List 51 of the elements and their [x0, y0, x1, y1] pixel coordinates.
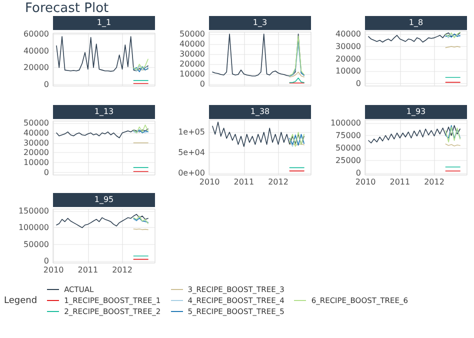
y-tick-label: 0 [44, 168, 49, 177]
y-tick-label: 20000 [24, 148, 49, 157]
y-tick-label: 100000 [330, 118, 361, 127]
y-tick-label: 50000 [180, 30, 205, 38]
y-tick-label: 0 [356, 79, 361, 88]
y-tick-label: 50000 [24, 118, 49, 127]
y-tick-label: 10000 [24, 158, 49, 167]
y-tick-label: 50000 [24, 240, 49, 249]
y-tick-label: 25000 [336, 156, 361, 164]
text: Forecast Plot [25, 1, 109, 16]
legend-title: Legend [4, 296, 38, 306]
y-tick-label: 20000 [180, 60, 205, 68]
y-tick-label: 50000 [336, 143, 361, 152]
chart-title: 1_93 [365, 104, 467, 118]
x-tick-label: 2010 [355, 177, 376, 186]
y-tick-label: 10000 [336, 66, 361, 76]
chart-title: 1_13 [53, 104, 155, 118]
chart-title: 1_95 [53, 193, 155, 207]
chart-title: 1_1 [53, 16, 155, 30]
x-tick-label: 2011 [78, 266, 98, 274]
y-tick-label: 40000 [180, 40, 205, 48]
y-tick-label: 1e+05 [178, 127, 205, 136]
y-tick-label: 0e+00 [178, 168, 205, 177]
y-tick-label: 40000 [336, 30, 361, 39]
x-tick-label: 2010 [43, 266, 64, 274]
y-tick-label: 0 [200, 80, 205, 88]
chart-title: 1_3 [209, 16, 311, 30]
x-tick-label: 2011 [234, 177, 254, 186]
x-tick-label: 2010 [199, 177, 220, 186]
y-tick-label: 60000 [24, 30, 49, 38]
chart-title: 1_38 [209, 104, 311, 118]
y-tick-label: 30000 [336, 42, 361, 51]
y-tick-label: 0 [44, 80, 49, 89]
y-tick-label: 20000 [336, 54, 361, 64]
y-tick-label: 150000 [18, 206, 49, 216]
y-tick-label: 40000 [24, 46, 49, 56]
y-tick-label: 30000 [24, 138, 49, 147]
y-tick-label: 75000 [336, 130, 361, 140]
y-tick-label: 0 [356, 168, 361, 177]
y-tick-label: 100000 [18, 223, 49, 232]
x-tick-label: 2012 [424, 177, 444, 186]
chart-title: 1_8 [365, 16, 467, 30]
x-tick-label: 2012 [268, 177, 288, 186]
y-tick-label: 0 [44, 256, 49, 266]
y-tick-label: 10000 [180, 70, 205, 78]
y-tick-label: 30000 [180, 50, 205, 58]
x-tick-label: 2012 [112, 266, 132, 274]
y-tick-label: 5e+04 [178, 148, 205, 157]
x-tick-label: 2011 [390, 177, 410, 186]
y-tick-label: 40000 [24, 128, 49, 137]
y-tick-label: 20000 [24, 63, 49, 72]
